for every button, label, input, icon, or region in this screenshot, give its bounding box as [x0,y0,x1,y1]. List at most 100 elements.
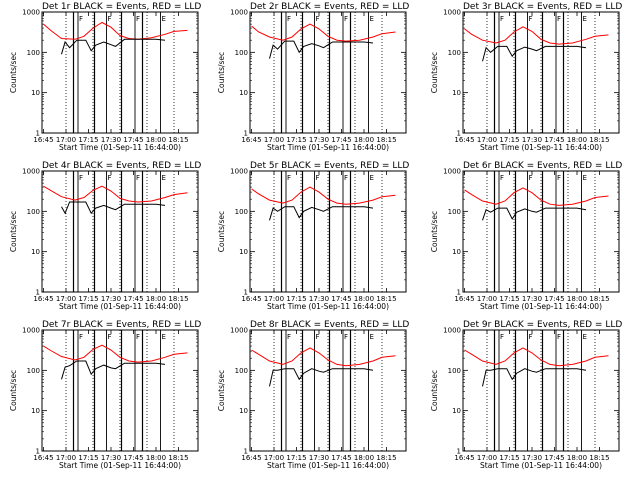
flag-marker-label: F [136,333,140,341]
x-tick-label: 16:45 [33,136,53,144]
y-tick-label: 100 [448,208,461,216]
x-tick-label: 17:00 [264,295,284,303]
x-tick-label: 17:30 [101,454,121,462]
x-tick-label: 16:45 [33,454,53,462]
y-tick-label: 10 [31,407,40,415]
x-tick-label: 16:45 [454,454,474,462]
y-tick-label: 100 [27,208,40,216]
y-tick-label: 1000 [22,9,40,17]
flag-marker-label: F [344,15,348,23]
y-tick-label: 1 [244,289,248,297]
x-tick-label: 16:45 [454,136,474,144]
y-tick-label: 10 [31,248,40,256]
x-tick-label: 18:15 [168,136,188,144]
plot-frame [41,11,199,134]
flag-marker-label: F [557,174,561,182]
x-tick-label: 17:45 [123,454,143,462]
x-axis-label: Start Time (01-Sep-11 16:44:00) [59,461,181,470]
x-tick-label: 17:30 [522,136,542,144]
flag-marker-label: E [162,333,166,341]
y-tick-label: 1 [457,448,461,456]
x-tick-label: 17:45 [123,136,143,144]
flag-marker-label: F [529,174,533,182]
y-tick-label: 1 [36,289,40,297]
x-axis-label: Start Time (01-Sep-11 16:44:00) [59,143,181,152]
x-tick-label: 17:30 [522,454,542,462]
y-tick-label: 1000 [230,168,248,176]
x-tick-label: 18:00 [354,295,374,303]
y-tick-label: 100 [448,49,461,57]
events-series-line [61,38,166,55]
plot-frame [249,11,407,134]
x-tick-label: 17:30 [309,295,329,303]
x-tick-label: 17:15 [286,136,306,144]
flag-marker-label: F [136,15,140,23]
x-axis-label: Start Time (01-Sep-11 16:44:00) [59,302,181,311]
flag-marker-label: F [108,174,112,182]
y-tick-label: 1 [36,130,40,138]
lld-series-line [464,347,609,367]
flag-marker-label: F [557,15,561,23]
flag-marker-label: F [79,333,83,341]
y-axis-label: Counts/sec [217,211,226,252]
flag-marker-label: F [500,15,504,23]
y-tick-label: 10 [239,407,248,415]
y-axis-label: Counts/sec [430,52,439,93]
flag-marker-label: F [136,174,140,182]
x-tick-label: 17:15 [286,295,306,303]
y-tick-label: 10 [31,89,40,97]
y-axis-label: Counts/sec [217,370,226,411]
panel-title: Det 4r BLACK = Events, RED = LLD [42,161,201,171]
y-tick-label: 1 [244,448,248,456]
x-tick-label: 17:15 [286,454,306,462]
x-tick-label: 18:15 [589,454,609,462]
lld-series-line [464,26,609,45]
x-tick-label: 18:00 [354,454,374,462]
panel-8: Det 8r BLACK = Events, RED = LLD 1 10 100 10… [217,320,409,470]
panel-title: Det 5r BLACK = Events, RED = LLD [250,161,409,171]
x-tick-label: 18:15 [376,136,396,144]
x-tick-label: 16:45 [241,295,261,303]
x-tick-label: 18:00 [146,295,166,303]
flag-marker-label: F [344,174,348,182]
y-axis-label: Counts/sec [430,370,439,411]
events-series-line [269,368,374,387]
lld-series-line [43,344,188,363]
flag-marker-label: F [344,333,348,341]
y-tick-label: 1 [457,130,461,138]
x-tick-label: 18:00 [567,136,587,144]
y-axis-label: Counts/sec [9,370,18,411]
plot-frame [249,329,407,452]
panel-7: Det 7r BLACK = Events, RED = LLD 1 10 100 10… [9,320,201,470]
x-tick-label: 18:15 [168,454,188,462]
flag-marker-label: F [287,333,291,341]
y-tick-label: 100 [27,49,40,57]
y-tick-label: 100 [235,208,248,216]
x-tick-label: 18:00 [146,136,166,144]
x-tick-label: 17:45 [331,136,351,144]
x-tick-label: 18:15 [589,136,609,144]
y-tick-label: 1000 [230,327,248,335]
lld-series-line [43,185,188,203]
flag-marker-label: F [557,333,561,341]
y-tick-label: 10 [452,89,461,97]
flag-marker-label: F [500,333,504,341]
y-axis-label: Counts/sec [430,211,439,252]
y-tick-label: 10 [239,89,248,97]
x-tick-label: 17:15 [78,295,98,303]
panel-title: Det 3r BLACK = Events, RED = LLD [463,2,622,12]
flag-marker-label: F [316,333,320,341]
plot-frame [249,170,407,293]
plot-frame [41,170,199,293]
x-tick-label: 17:30 [101,136,121,144]
panel-4: Det 4r BLACK = Events, RED = LLD 1 10 100 10… [9,161,201,311]
x-tick-label: 16:45 [33,295,53,303]
x-tick-label: 17:45 [123,295,143,303]
x-tick-label: 18:15 [589,295,609,303]
y-tick-label: 1000 [443,327,461,335]
x-tick-label: 17:00 [477,136,497,144]
y-tick-label: 10 [452,407,461,415]
x-tick-label: 16:45 [454,295,474,303]
flag-marker-label: F [287,174,291,182]
